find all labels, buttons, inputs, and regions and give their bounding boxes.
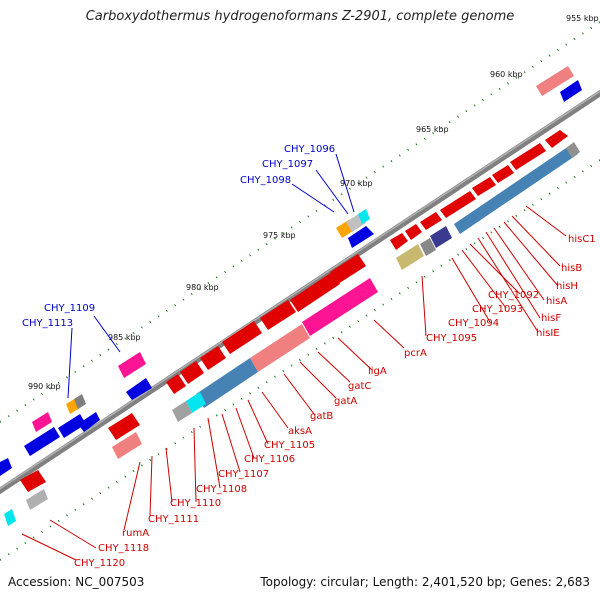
gene-arrow — [166, 374, 186, 394]
scale-label-970: 970 kbp — [340, 179, 373, 188]
gene-label: CHY_1095 — [426, 333, 477, 344]
gene-arrow — [492, 165, 514, 183]
cds-band-magenta — [32, 412, 52, 432]
scale-ring-inner — [0, 159, 600, 561]
cds-band-blue — [196, 358, 258, 408]
label-leaders-blue — [67, 153, 355, 399]
gene-label: CHY_1120 — [74, 558, 125, 569]
gene-arrow — [330, 254, 366, 284]
gene-arrow — [126, 378, 152, 400]
gene-arrow — [58, 414, 86, 438]
scale-label-980: 980 kbp — [186, 283, 219, 292]
gene-label: CHY_1097 — [262, 159, 313, 170]
cds-band-cyan — [4, 509, 16, 526]
cds-band-pink — [112, 432, 142, 459]
cds-band-blue — [454, 144, 578, 234]
gene-label: CHY_1106 — [244, 454, 295, 465]
accession-label: Accession: NC_007503 — [8, 575, 145, 589]
gene-label: CHY_1098 — [240, 175, 291, 186]
cds-band-navy — [430, 226, 452, 248]
gene-arrow — [20, 470, 46, 492]
gene-arrow — [180, 361, 204, 384]
gene-arrow — [405, 224, 422, 240]
gene-label: hisA — [546, 296, 567, 307]
gene-arrow — [78, 412, 100, 432]
gene-arrow — [545, 130, 568, 148]
gene-arrow — [560, 80, 582, 102]
gene-label: ligA — [368, 366, 387, 377]
gene-arrow — [420, 212, 442, 230]
gene-arrow — [290, 272, 340, 312]
scale-label-960: 960 kbp — [490, 70, 523, 79]
gene-labels-red: hisC1 hisB hisH hisA hisF hisIE CHY_1092… — [74, 234, 596, 569]
gene-label: CHY_1094 — [448, 318, 499, 329]
gene-arrow — [472, 177, 496, 196]
scale-label-955: 955 kbp — [566, 14, 599, 23]
gene-arrow — [24, 427, 60, 456]
cds-band-pink — [250, 324, 310, 372]
cds-band-gray — [420, 238, 436, 256]
gene-label: hisF — [541, 313, 561, 324]
gene-label: aksA — [288, 426, 312, 437]
cds-band-gray — [74, 394, 86, 409]
genome-stats: Topology: circular; Length: 2,401,520 bp… — [260, 575, 590, 589]
cds-band-cyan — [358, 209, 370, 224]
gene-label: gatC — [348, 381, 371, 392]
gene-label: CHY_1111 — [148, 514, 199, 525]
reverse-cds-bands — [32, 66, 574, 432]
reverse-genes — [0, 80, 582, 476]
cds-bands — [4, 142, 580, 526]
cds-band-cyan — [186, 392, 206, 413]
gene-arrow — [222, 321, 262, 354]
gene-arrow — [510, 143, 546, 170]
scale-ring-outer — [0, 21, 600, 423]
scale-labels: 955 kbp 960 kbp 965 kbp 970 kbp 975 kbp … — [28, 14, 599, 391]
gene-label: CHY_1105 — [264, 440, 315, 451]
gene-label: CHY_1113 — [22, 318, 73, 329]
gene-arrow — [200, 346, 226, 370]
gene-arrow — [0, 458, 12, 476]
gene-label: CHY_1118 — [98, 543, 149, 554]
cds-band-magenta — [302, 278, 378, 336]
genome-backbone — [0, 89, 600, 495]
gene-label: CHY_1107 — [218, 469, 269, 480]
gene-label: gatB — [310, 411, 333, 422]
gene-label: CHY_1108 — [196, 484, 247, 495]
gene-arrow — [390, 233, 408, 250]
cds-band-pink — [536, 66, 574, 96]
gene-label: hisC1 — [568, 234, 596, 245]
gene-label: CHY_1096 — [284, 144, 335, 155]
gene-label: pcrA — [404, 348, 427, 359]
gene-arrow — [260, 300, 296, 330]
gene-arrow — [440, 191, 476, 218]
gene-arrow — [348, 226, 374, 248]
gene-label: hisB — [561, 263, 582, 274]
gene-labels-blue: CHY_1096 CHY_1097 CHY_1098 CHY_1109 CHY_… — [22, 144, 335, 329]
scale-label-985: 985 kbp — [108, 333, 141, 342]
label-leaders-red — [21, 205, 567, 561]
gene-label: hisIE — [536, 328, 560, 339]
gene-arrow — [108, 413, 140, 440]
gene-label: CHY_1093 — [472, 304, 523, 315]
cds-band-gray — [26, 489, 48, 510]
gene-label: hisH — [556, 281, 578, 292]
gene-label: CHY_1092 — [488, 290, 539, 301]
forward-genes — [20, 130, 568, 492]
map-title: Carboxydothermus hydrogenoformans Z-2901… — [85, 9, 515, 24]
gene-label: rumA — [122, 528, 149, 539]
scale-label-965: 965 kbp — [416, 125, 449, 134]
cds-band-gray — [172, 401, 192, 422]
scale-label-990: 990 kbp — [28, 382, 61, 391]
gene-label: gatA — [334, 396, 357, 407]
cds-band-gray — [566, 142, 580, 158]
gene-label: CHY_1110 — [170, 498, 221, 509]
cds-band-magenta — [118, 352, 146, 378]
cds-band-olive — [396, 244, 424, 270]
scale-label-975: 975 kbp — [263, 231, 296, 240]
gene-label: CHY_1109 — [44, 303, 95, 314]
